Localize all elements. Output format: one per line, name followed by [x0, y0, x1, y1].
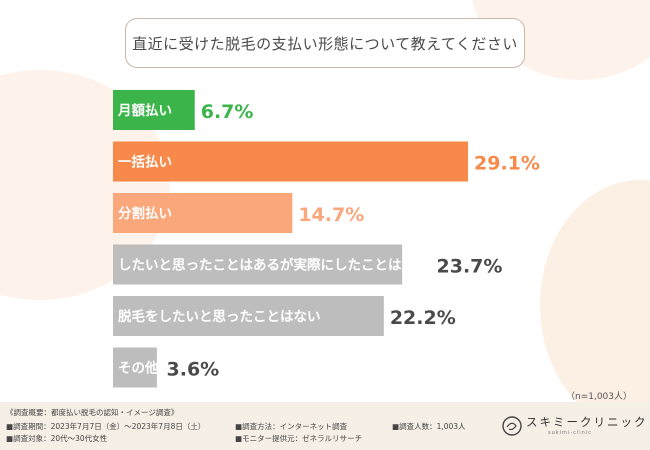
bar-chart: 月額払い 6.7% 一括払い 29.1% 分割払い 14.7% したいと思ったことはあるが実… [113, 90, 540, 388]
question-title: 直近に受けた脱毛の支払い形態について教えてください [125, 18, 525, 68]
clinic-logo-icon [502, 416, 522, 436]
category-label-2: 分割払い [118, 205, 172, 222]
survey-title: 《調査概要：都度払い脱毛の認知・イメージ調査》 [6, 408, 179, 417]
category-label-5: その他 [118, 360, 159, 377]
survey-count: ■調査人数：1,003人 [392, 422, 466, 431]
bar-2 [113, 193, 293, 233]
bar-5 [113, 347, 157, 388]
bar-0 [113, 90, 195, 130]
category-label-0: 月額払い [117, 102, 172, 119]
survey-provider: ■モニター提供元：ゼネラルリサーチ [235, 434, 363, 443]
category-label-4: 脱毛をしたいと思ったことはない [118, 308, 321, 325]
category-label-3: したいと思ったことはあるが実際にしたことはない [118, 257, 429, 274]
value-label-5: 3.6% [167, 359, 220, 381]
bar-1 [113, 141, 469, 182]
value-label-2: 14.7% [298, 204, 364, 226]
value-label-0: 6.7% [201, 101, 254, 123]
clinic-logo-text: スキミークリニック [526, 415, 648, 429]
sample-size-note: （n=1,003人） [565, 392, 632, 402]
survey-target: ■調査対象：20代〜30代女性 [6, 434, 108, 443]
clinic-logo-subtext: sukimi-clinic [548, 430, 592, 436]
bar-4 [113, 296, 384, 336]
category-label-1: 一括払い [118, 154, 172, 171]
clinic-logo: スキミークリニック sukimi-clinic [500, 412, 650, 442]
survey-method: ■調査方法：インターネット調査 [235, 422, 348, 431]
value-label-1: 29.1% [474, 153, 540, 175]
value-label-4: 22.2% [390, 307, 456, 329]
survey-period: ■調査期間：2023年7月7日（金）〜2023年7月8日（土） [6, 422, 206, 431]
survey-footer: 《調査概要：都度払い脱毛の認知・イメージ調査》 ■調査期間：2023年7月7日（… [0, 402, 650, 450]
bar-3 [113, 244, 403, 285]
value-label-3: 23.7% [437, 256, 503, 278]
